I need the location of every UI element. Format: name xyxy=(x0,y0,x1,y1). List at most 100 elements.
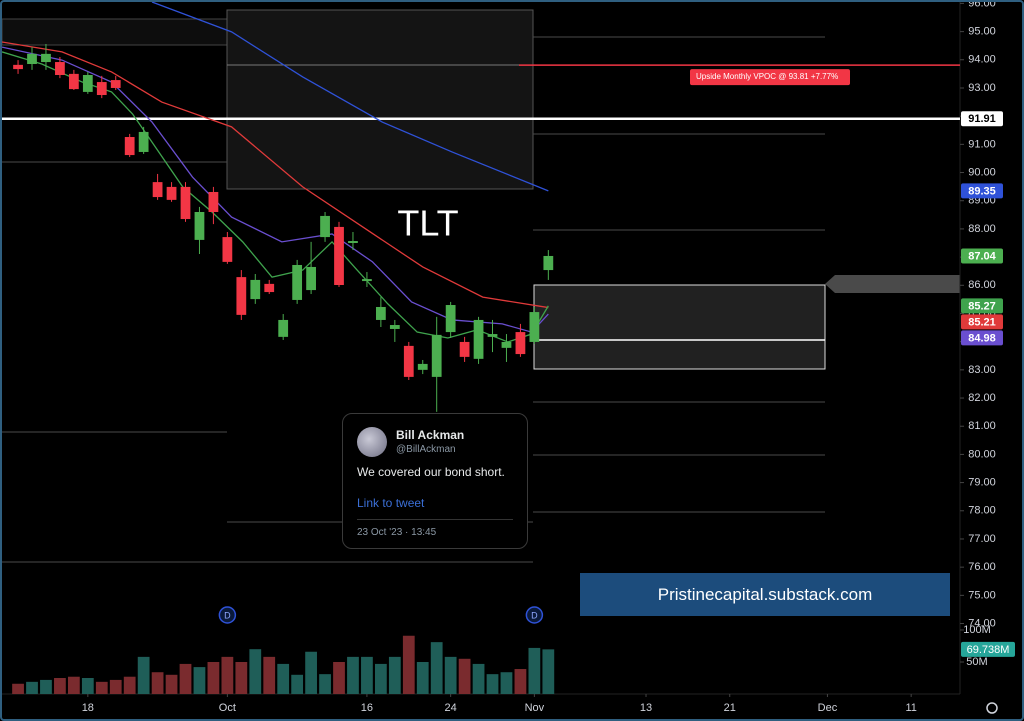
volume-bar xyxy=(151,672,164,694)
candle-body xyxy=(110,80,121,88)
volume-bar xyxy=(137,656,150,694)
y-tick-label: 86.00 xyxy=(968,279,996,291)
banner: Pristinecapital.substack.com xyxy=(580,573,950,616)
y-tick-label: 91.00 xyxy=(968,138,996,150)
dividend-marker xyxy=(525,606,544,624)
range-box xyxy=(2,18,228,46)
volume-tag-label: 69.738M xyxy=(967,644,1010,656)
volume-bar xyxy=(458,658,471,694)
volume-bar xyxy=(40,679,52,694)
y-tick-label: 74.00 xyxy=(968,617,996,629)
volume-bar xyxy=(221,656,234,694)
volume-bar xyxy=(542,649,555,694)
volume-bar xyxy=(444,656,457,694)
price-tag xyxy=(961,111,1003,127)
arrow-marker xyxy=(825,275,960,293)
price-tag-label: 85.21 xyxy=(968,316,996,328)
candle-body xyxy=(362,279,372,282)
price-tag-label: 91.91 xyxy=(968,113,996,125)
ma-line xyxy=(2,51,549,343)
volume-bar xyxy=(12,683,24,694)
tweet-name: Bill Ackman xyxy=(396,428,465,442)
volume-bar xyxy=(416,661,429,694)
y-tick-label: 77.00 xyxy=(968,533,996,545)
candle-body xyxy=(417,363,428,370)
volume-bar xyxy=(500,672,513,694)
y-tick-label: 96.00 xyxy=(968,2,996,9)
settings-icon[interactable] xyxy=(986,702,998,714)
volume-bar xyxy=(67,676,80,694)
candle-body xyxy=(222,237,233,262)
volume-bar xyxy=(277,663,290,694)
candle-body xyxy=(515,332,526,355)
volume-bar xyxy=(95,681,108,694)
x-tick-label: Dec xyxy=(818,702,838,714)
volume-bar xyxy=(26,681,38,694)
candle-body xyxy=(138,131,149,152)
candle-body xyxy=(264,283,275,293)
candle-body xyxy=(152,182,163,198)
volume-bar xyxy=(235,661,248,694)
vpoc-label: Upside Monthly VPOC @ 93.81 +7.77% xyxy=(696,72,838,81)
volume-bar xyxy=(263,656,276,694)
tweet-link[interactable]: Link to tweet xyxy=(357,496,425,510)
candle-body xyxy=(236,277,247,315)
x-tick-label: 21 xyxy=(724,702,736,714)
candle-body xyxy=(96,82,107,96)
volume-bar xyxy=(514,669,527,694)
avatar xyxy=(357,427,387,457)
y-tick-label: 80.00 xyxy=(968,448,996,460)
y2-tick-label: 100M xyxy=(963,624,991,636)
volume-bar xyxy=(528,647,541,694)
candle-body xyxy=(250,279,261,300)
volume-bar xyxy=(472,663,485,694)
y2-tick-label: 50M xyxy=(966,656,987,668)
y-tick-label: 88.00 xyxy=(968,223,996,235)
y-tick-label: 90.00 xyxy=(968,166,996,178)
ma-line xyxy=(2,46,549,333)
x-tick-label: Oct xyxy=(219,702,236,714)
volume-bar xyxy=(402,635,415,694)
price-tag-label: 84.98 xyxy=(968,332,996,344)
y-tick-label: 82.00 xyxy=(968,392,996,404)
candle-body xyxy=(68,73,79,90)
candle-body xyxy=(55,62,65,76)
candle-body xyxy=(166,186,177,200)
price-tag xyxy=(961,330,1003,346)
watermark: TLT xyxy=(397,203,458,244)
y-tick-label: 81.00 xyxy=(968,420,996,432)
dividend-label: D xyxy=(531,610,538,620)
candle-body xyxy=(459,341,470,357)
volume-bar xyxy=(291,674,304,694)
ma-line xyxy=(151,2,549,192)
y-tick-label: 78.00 xyxy=(968,505,996,517)
candle-body xyxy=(473,319,484,359)
volume-tag xyxy=(961,641,1015,657)
price-tag xyxy=(961,298,1003,314)
x-tick-label: 16 xyxy=(361,702,373,714)
price-tag-label: 89.35 xyxy=(968,185,996,197)
volume-bar xyxy=(123,676,136,694)
candle-body xyxy=(82,75,93,92)
profile-box xyxy=(226,9,534,190)
volume-bar xyxy=(388,656,401,694)
x-tick-label: 18 xyxy=(82,702,94,714)
tweet-date: 23 Oct '23 · 13:45 xyxy=(357,527,437,538)
candle-body xyxy=(320,215,330,238)
candle-body xyxy=(13,64,23,70)
candle-body xyxy=(389,325,400,329)
y-tick-label: 83.00 xyxy=(968,364,996,376)
candle-body xyxy=(278,319,289,337)
candle-body xyxy=(124,137,135,156)
price-tag-label: 85.27 xyxy=(968,300,996,312)
zone-box xyxy=(533,284,826,370)
candle-body xyxy=(487,334,498,337)
candle-body xyxy=(334,226,344,286)
y-tick-label: 94.00 xyxy=(968,54,996,66)
volume-bar xyxy=(193,667,206,694)
candle-body xyxy=(348,241,358,244)
candle-body xyxy=(27,53,37,65)
candle-body xyxy=(41,53,51,63)
